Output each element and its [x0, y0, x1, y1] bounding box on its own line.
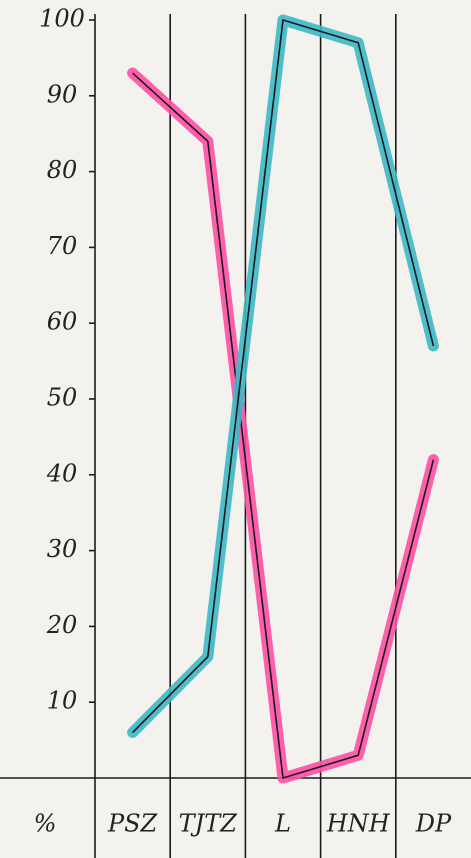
y-tick-label: 80 [47, 156, 78, 184]
x-tick-label: L [274, 810, 291, 838]
y-tick-label: 40 [46, 459, 78, 487]
y-tick-label: 50 [47, 384, 78, 412]
y-tick-label: 20 [46, 611, 78, 639]
y-tick-label: 60 [47, 308, 78, 336]
ink-line [132, 18, 435, 734]
x-tick-label: PSZ [107, 810, 159, 838]
y-tick-label: 70 [47, 232, 78, 260]
y-axis-label: % [34, 810, 57, 838]
y-tick-label: 10 [47, 687, 78, 715]
ink-line [132, 72, 435, 780]
y-tick-label: 30 [47, 535, 78, 563]
x-tick-label: HNH [326, 810, 391, 838]
y-tick-label: 90 [47, 80, 78, 108]
x-tick-label: DP [415, 810, 452, 838]
y-tick-label: 100 [39, 5, 85, 33]
x-tick-label: TJTZ [179, 810, 239, 838]
